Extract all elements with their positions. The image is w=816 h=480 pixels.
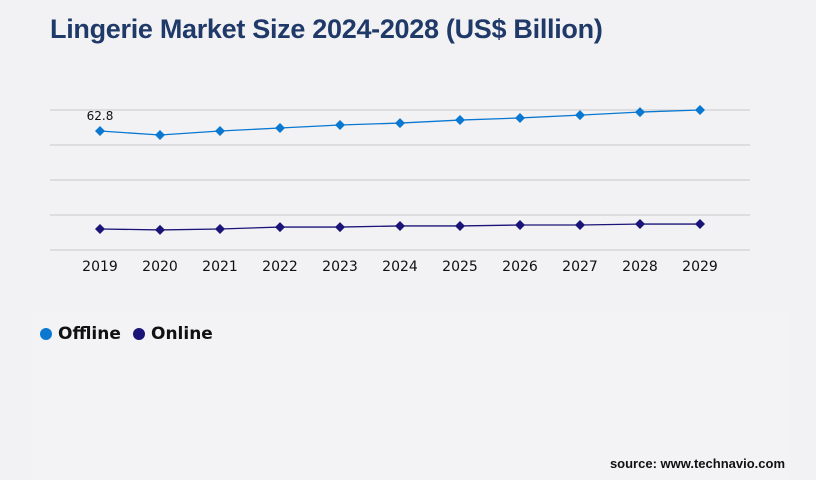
data-point-online (575, 219, 585, 230)
line-chart: 2019 2020 2021 2022 2023 2024 2025 2026 2027 2028… (50, 105, 750, 275)
online-marker-icon (133, 328, 145, 340)
source-text: source: www.technavio.com (609, 456, 785, 471)
offline-marker-icon (40, 328, 52, 340)
data-point-online (695, 219, 705, 230)
data-point-online (155, 224, 165, 235)
data-point-offline (695, 105, 705, 115)
x-tick-label: 2028 (622, 259, 658, 275)
legend-label-offline: Offline (58, 324, 121, 344)
data-point-online (515, 219, 525, 230)
x-tick-label: 2019 (82, 259, 118, 275)
data-point-online (275, 222, 285, 233)
data-point-online (455, 220, 465, 231)
data-point-online (95, 223, 105, 234)
x-tick-label: 2025 (442, 259, 478, 275)
data-point-offline (395, 118, 405, 129)
legend-item-offline: Offline (40, 324, 121, 344)
legend-item-online: Online (133, 324, 213, 344)
data-point-offline (575, 110, 585, 121)
x-tick-label: 2024 (382, 259, 418, 275)
background-panel (32, 312, 790, 480)
x-tick-label: 2029 (682, 259, 718, 275)
data-point-online (335, 222, 345, 233)
data-point-offline (155, 130, 165, 141)
chart-title: Lingerie Market Size 2024-2028 (US$ Bill… (50, 14, 603, 44)
data-point-offline (515, 112, 525, 123)
x-tick-label: 2023 (322, 259, 358, 275)
x-tick-label: 2027 (562, 259, 598, 275)
x-tick-label: 2020 (142, 259, 178, 275)
x-tick-label: 2022 (262, 259, 298, 275)
data-point-online (215, 223, 225, 234)
data-point-offline (335, 119, 345, 130)
data-point-online (395, 220, 405, 231)
data-point-offline (275, 122, 285, 133)
data-point-offline (635, 107, 645, 118)
data-point-online (635, 219, 645, 230)
legend-label-online: Online (151, 324, 213, 344)
data-point-offline (455, 115, 465, 126)
x-tick-label: 2021 (202, 259, 238, 275)
x-tick-label: 2026 (502, 259, 538, 275)
data-point-offline (95, 126, 105, 137)
data-point-offline (215, 126, 225, 137)
data-label: 62.8 (87, 109, 114, 123)
